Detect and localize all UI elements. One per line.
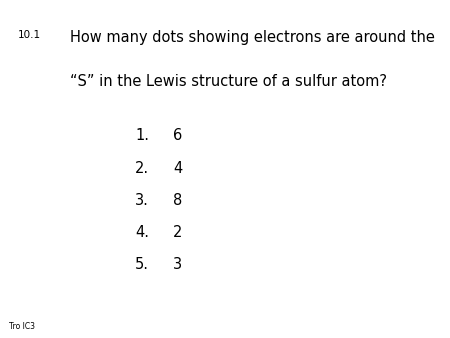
Text: 10.1: 10.1 bbox=[18, 30, 41, 41]
Text: 5.: 5. bbox=[135, 257, 149, 272]
Text: 3.: 3. bbox=[135, 193, 149, 208]
Text: 3: 3 bbox=[173, 257, 182, 272]
Text: 2.: 2. bbox=[135, 161, 149, 175]
Text: 4: 4 bbox=[173, 161, 183, 175]
Text: 2: 2 bbox=[173, 225, 183, 240]
Text: Tro IC3: Tro IC3 bbox=[9, 322, 35, 331]
Text: How many dots showing electrons are around the: How many dots showing electrons are arou… bbox=[70, 30, 435, 45]
Text: 1.: 1. bbox=[135, 128, 149, 143]
Text: “S” in the Lewis structure of a sulfur atom?: “S” in the Lewis structure of a sulfur a… bbox=[70, 74, 387, 89]
Text: 6: 6 bbox=[173, 128, 183, 143]
Text: 8: 8 bbox=[173, 193, 183, 208]
Text: 4.: 4. bbox=[135, 225, 149, 240]
